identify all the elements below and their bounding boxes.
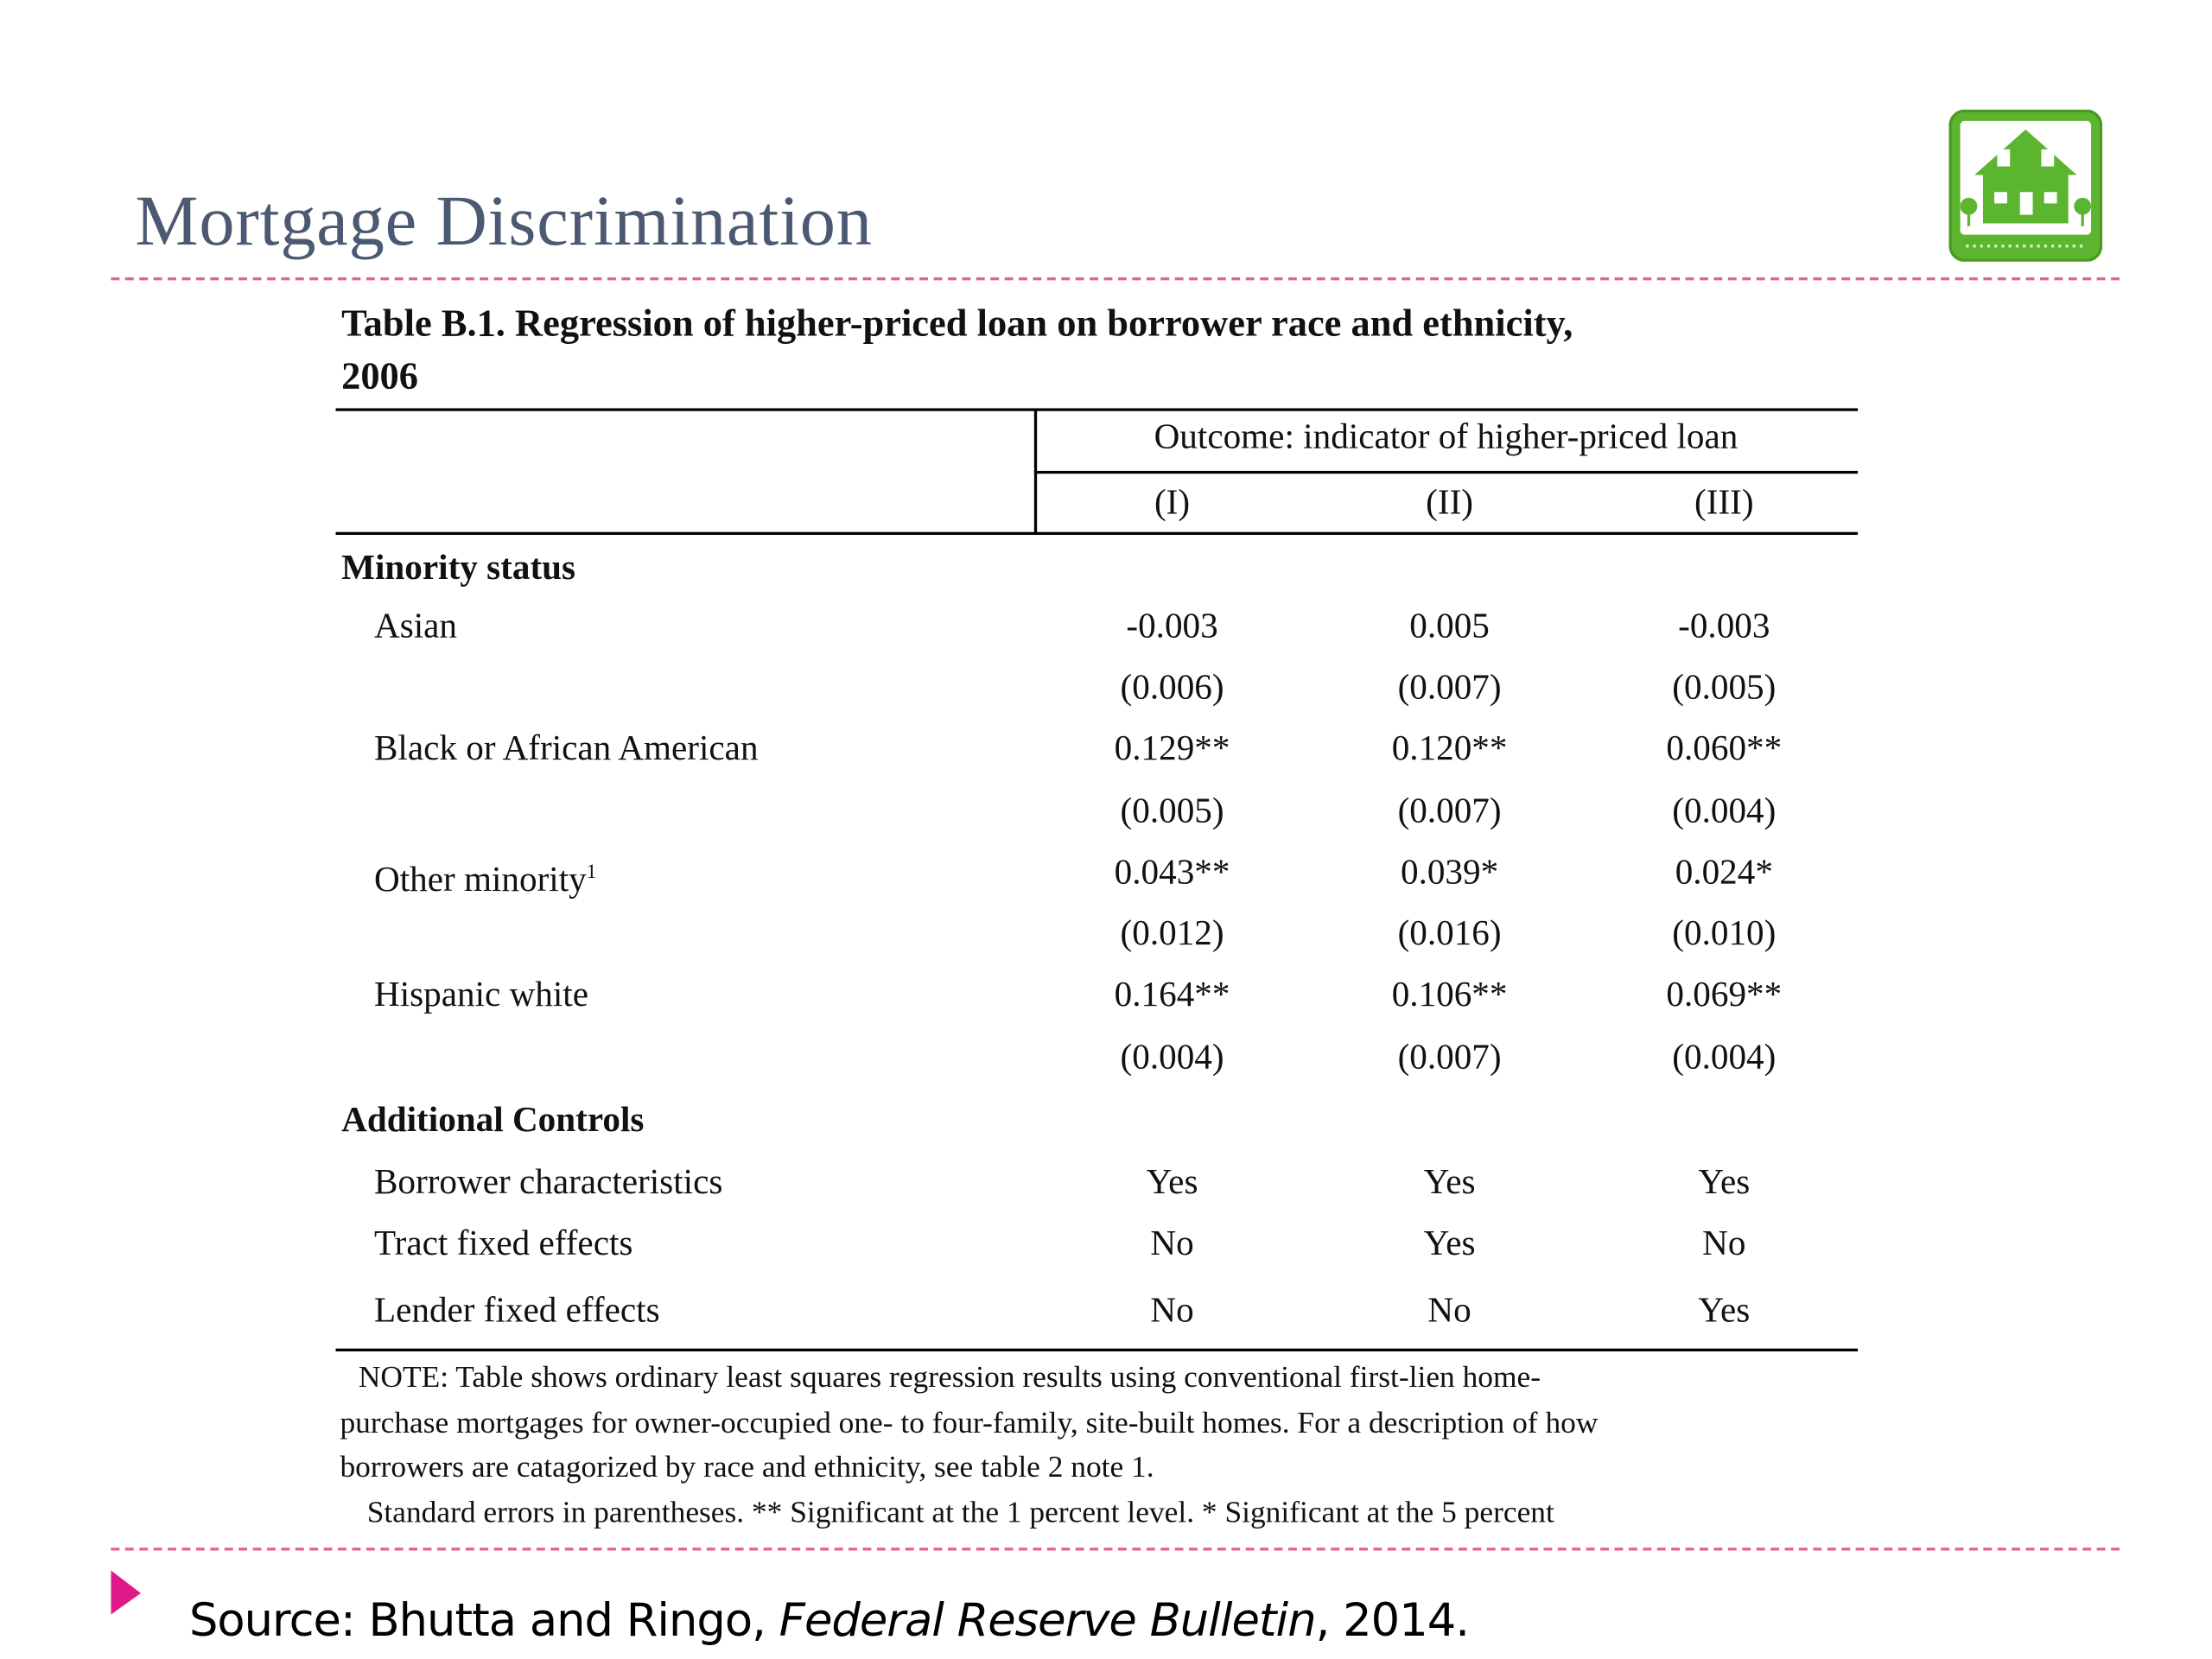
column-group-header: Outcome: indicator of higher-priced loan [1154,418,1738,457]
table-value: 0.043** [1114,853,1230,893]
table-value: No [1427,1291,1471,1331]
row-label: Black or African American [373,729,759,769]
table-value: 0.120** [1391,729,1508,769]
table-note: borrowers are catagorized by race and et… [340,1449,1154,1484]
row-label: Tract fixed effects [373,1224,633,1263]
table-note: Standard errors in parentheses. ** Signi… [366,1495,1554,1529]
table-value: Yes [1146,1163,1198,1203]
table-rule [335,408,1859,411]
column-header: (I) [1154,483,1191,523]
table-note: purchase mortgages for owner-occupied on… [340,1405,1599,1440]
standard-error: (0.004) [1672,1038,1777,1077]
standard-error: (0.005) [1672,668,1777,708]
house-icon [1948,109,2103,262]
table-value: Yes [1698,1291,1751,1331]
divider [111,277,2120,281]
bullet [111,1570,141,1615]
standard-error: (0.012) [1120,914,1224,954]
table-value: Yes [1423,1163,1476,1203]
table-rule [335,1348,1859,1351]
table-rule [335,531,1859,536]
divider [111,1548,2120,1551]
standard-error: (0.007) [1397,1038,1502,1077]
standard-error: (0.007) [1397,791,1502,831]
row-label: Borrower characteristics [373,1163,723,1203]
section-title: Minority status [341,549,576,588]
table-value: 0.069** [1666,976,1783,1014]
standard-error: (0.016) [1397,914,1502,954]
section-title: Additional Controls [341,1101,645,1140]
column-header: (II) [1426,483,1474,523]
table-caption: 2006 [341,353,419,397]
table-caption: Table B.1. Regression of higher-priced l… [341,302,1573,345]
standard-error: (0.004) [1120,1038,1224,1077]
table-value: 0.164** [1114,976,1230,1014]
table-note: NOTE: Table shows ordinary least squares… [358,1359,1541,1395]
table-value: -0.003 [1678,607,1770,646]
source-text: Source: Bhutta and Ringo, [188,1592,766,1648]
table-value: Yes [1698,1163,1751,1203]
standard-error: (0.010) [1672,914,1777,954]
table-value: No [1150,1291,1194,1331]
table-value: 0.060** [1666,729,1783,769]
standard-error: (0.006) [1120,668,1224,708]
source: Source: Bhutta and Ringo, Federal Reserv… [188,1592,1470,1648]
row-label: Asian [373,607,458,646]
table-value: 0.005 [1409,607,1490,646]
standard-error: (0.005) [1120,791,1224,831]
table-value: 0.106** [1391,976,1508,1014]
table-rule [1033,470,1859,474]
row-label: Hispanic white [373,976,589,1014]
table-value: No [1150,1224,1194,1263]
standard-error: (0.007) [1397,668,1502,708]
footnote-mark: 1 [586,861,597,884]
table-value: 0.129** [1114,729,1230,769]
table-value: 0.024* [1675,853,1773,893]
slide-title: Mortgage Discrimination [135,181,873,261]
source-journal: Federal Reserve Bulletin [779,1592,1317,1648]
source-text: , 2014. [1315,1592,1470,1648]
row-label: Other minority1 [373,861,597,900]
table-value: Yes [1423,1224,1476,1263]
column-header: (III) [1694,483,1754,523]
table-value: No [1702,1224,1746,1263]
standard-error: (0.004) [1672,791,1777,831]
table-value: 0.039* [1400,853,1499,893]
row-label: Lender fixed effects [373,1291,660,1331]
table-value: -0.003 [1126,607,1218,646]
